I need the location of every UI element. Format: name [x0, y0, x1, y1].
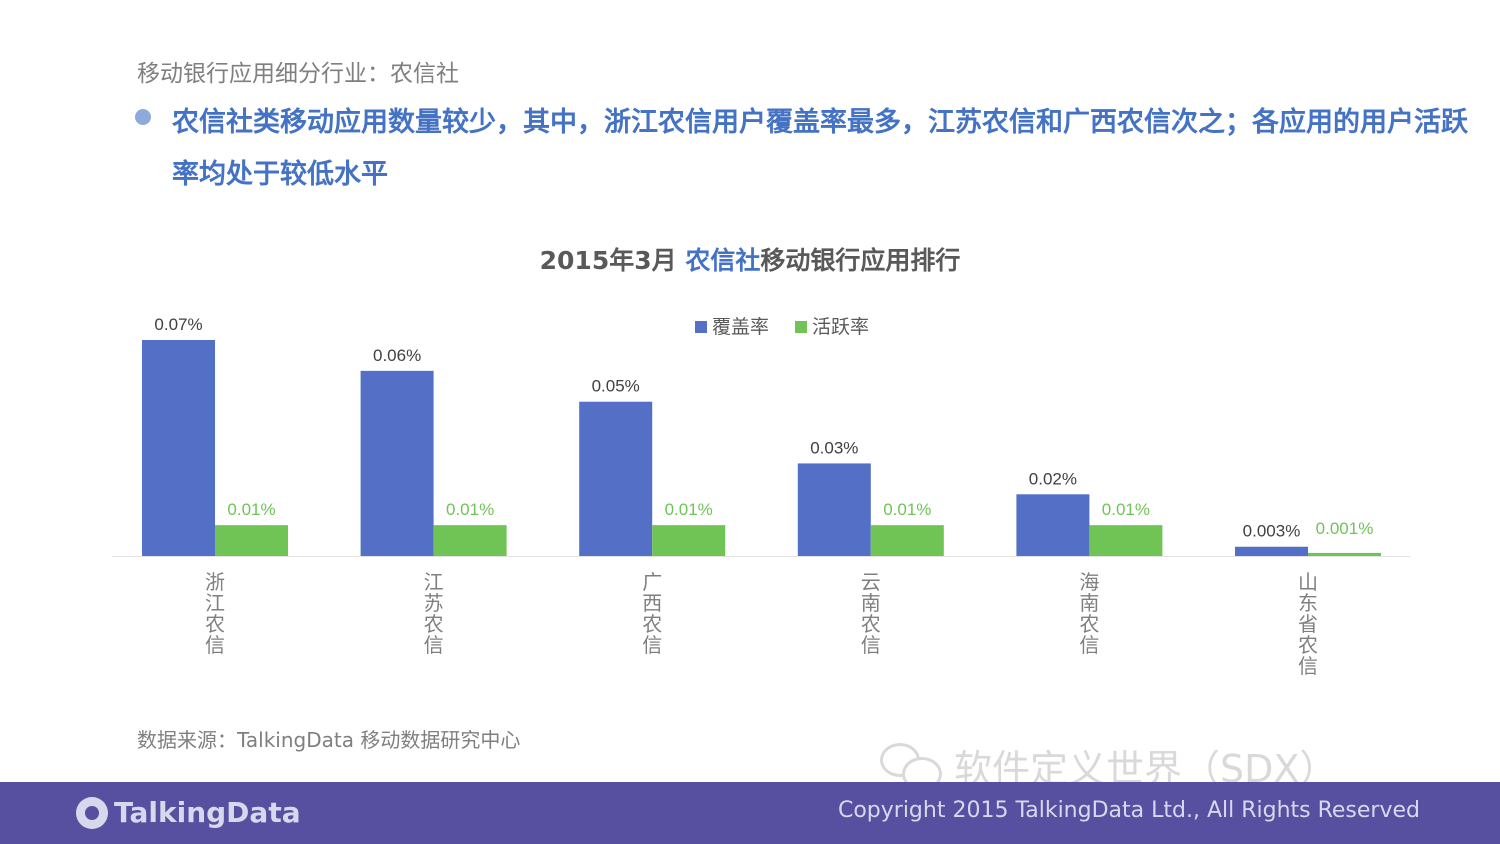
chart-title-suffix: 移动银行应用排行 — [760, 246, 961, 275]
bar-coverage — [1016, 494, 1090, 556]
chart-title: 2015年3月 农信社移动银行应用排行 — [0, 241, 1500, 277]
data-label-activity: 0.01% — [227, 500, 275, 519]
bar-chart: 0.07% 0.01% 浙江农信 0.06% 0.01% 江苏农信 0.05% 0.01% 广西… — [112, 315, 1410, 678]
x-tick-label: 浙江农信 — [205, 570, 225, 657]
data-label-coverage: 0.05% — [592, 377, 640, 396]
data-label-coverage: 0.06% — [373, 346, 421, 365]
logo-text: TalkingData — [114, 796, 301, 829]
bar-activity — [652, 525, 726, 556]
x-tick-label: 云南农信 — [861, 570, 881, 657]
data-label-coverage: 0.07% — [154, 315, 202, 334]
x-tick-label: 广西农信 — [642, 570, 662, 657]
page-subtitle: 移动银行应用细分行业：农信社 — [137, 61, 459, 87]
data-label-coverage: 0.02% — [1029, 469, 1077, 488]
bar-activity — [1308, 552, 1381, 556]
bar-coverage — [1235, 546, 1308, 556]
copyright: Copyright 2015 TalkingData Ltd., All Rig… — [837, 798, 1420, 823]
data-label-coverage: 0.003% — [1243, 522, 1301, 541]
chart-title-highlight: 农信社 — [685, 246, 761, 275]
data-label-activity: 0.01% — [665, 500, 713, 519]
chart-title-prefix: 2015年3月 — [539, 246, 686, 275]
data-source: 数据来源：TalkingData 移动数据研究中心 — [137, 728, 521, 752]
x-tick-label: 海南农信 — [1079, 570, 1099, 657]
bullet-icon — [135, 109, 151, 125]
x-tick-label: 山东省农信 — [1298, 570, 1318, 678]
bar-coverage — [797, 463, 871, 556]
bar-activity — [215, 525, 288, 556]
data-label-activity: 0.001% — [1316, 519, 1374, 538]
logo-icon — [76, 796, 108, 829]
bar-activity — [433, 525, 507, 556]
legend-swatch-activity — [795, 321, 807, 333]
legend-label-coverage: 覆盖率 — [712, 316, 769, 338]
legend-swatch-coverage — [695, 321, 707, 333]
legend-label-activity: 活跃率 — [812, 316, 869, 338]
data-label-activity: 0.01% — [883, 500, 931, 519]
x-tick-label: 江苏农信 — [424, 570, 444, 657]
bar-activity — [1089, 525, 1163, 556]
bar-activity — [870, 525, 944, 556]
talkingdata-logo: TalkingData — [76, 796, 301, 829]
bar-coverage — [142, 340, 215, 556]
data-label-activity: 0.01% — [1102, 500, 1150, 519]
bar-coverage — [360, 370, 434, 556]
headline: 农信社类移动应用数量较少，其中，浙江农信用户覆盖率最多，江苏农信和广西农信次之；… — [172, 107, 1468, 190]
data-label-activity: 0.01% — [446, 500, 494, 519]
bar-coverage — [579, 401, 653, 556]
data-label-coverage: 0.03% — [810, 438, 858, 457]
footer-bar: TalkingData Copyright 2015 TalkingData L… — [0, 782, 1500, 844]
